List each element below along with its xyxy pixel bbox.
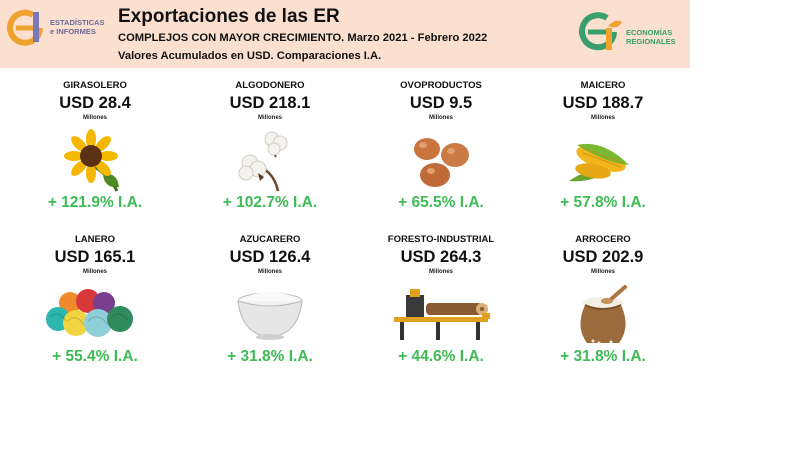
estadisticas-logo: ESTADÍSTICAS e INFORMES	[6, 8, 116, 52]
sawmill-icon	[394, 289, 490, 340]
cotton-icon	[238, 131, 288, 192]
complejo-value: USD 165.1	[54, 248, 136, 266]
economias-regionales-logo-icon	[579, 12, 622, 51]
complejo-value: USD 264.3	[400, 248, 482, 266]
complejo-growth: + 65.5% I.A.	[398, 194, 484, 211]
complejo-name: ALGODONERO	[235, 80, 305, 91]
logo-left-line1: ESTADÍSTICAS	[50, 18, 105, 27]
complejo-card-maicero: MAICERO USD 188.7 Millones + 57.8% I.A.	[528, 80, 678, 213]
sugar-bowl-icon	[237, 292, 303, 340]
complejo-growth: + 55.4% I.A.	[52, 348, 138, 365]
complejo-growth: + 31.8% I.A.	[560, 348, 646, 365]
complejo-name: MAICERO	[580, 80, 626, 91]
complejo-card-ovoproductos: OVOPRODUCTOS USD 9.5 Millones + 65.5% I.…	[366, 80, 516, 213]
complejo-name: OVOPRODUCTOS	[400, 80, 482, 91]
complejo-name: ARROCERO	[575, 234, 631, 245]
rice-sack-icon	[580, 285, 627, 345]
logo-right-line1: ECONOMÍAS	[626, 28, 673, 37]
complejo-unit: Millones	[590, 269, 615, 275]
header-banner: ESTADÍSTICAS e INFORMES Exportaciones de…	[0, 0, 690, 68]
complejo-name: GIRASOLERO	[63, 80, 127, 91]
page-title: Exportaciones de las ER	[118, 6, 340, 27]
complejo-value: USD 9.5	[409, 94, 473, 112]
complejo-name: LANERO	[74, 234, 116, 245]
complejo-unit: Millones	[428, 115, 453, 121]
complejo-card-lanero: LANERO USD 165.1 Millones + 55.4% I.A.	[20, 234, 170, 367]
complejo-card-girasolero: GIRASOLERO USD 28.4 Millones + 121.9% I.…	[20, 80, 170, 213]
complejo-growth: + 44.6% I.A.	[398, 348, 484, 365]
corn-icon	[569, 143, 629, 182]
complejo-card-algodonero: ALGODONERO USD 218.1 Millones + 102.7% I…	[195, 80, 345, 213]
complejo-growth: + 102.7% I.A.	[222, 194, 318, 211]
page-subtitle: COMPLEJOS CON MAYOR CRECIMIENTO. Marzo 2…	[118, 32, 488, 44]
complejo-unit: Millones	[428, 269, 453, 275]
complejo-card-azucarero: AZUCARERO USD 126.4 Millones + 31.8% I.A…	[195, 234, 345, 367]
complejo-value: USD 188.7	[562, 94, 644, 112]
eggs-icon	[414, 138, 469, 187]
complejo-unit: Millones	[257, 115, 282, 121]
estadisticas-logo-icon	[7, 9, 43, 46]
yarn-icon	[46, 289, 133, 337]
complejo-card-arrocero: ARROCERO USD 202.9 Millones + 31.8% I.A.	[528, 234, 678, 367]
logo-left-line2: e INFORMES	[50, 27, 96, 36]
complejo-growth: + 57.8% I.A.	[560, 194, 646, 211]
complejo-growth: + 121.9% I.A.	[47, 194, 143, 211]
complejo-value: USD 126.4	[229, 248, 311, 266]
complejo-growth: + 31.8% I.A.	[227, 348, 313, 365]
complejo-unit: Millones	[257, 269, 282, 275]
complejo-unit: Millones	[82, 115, 107, 121]
logo-right-line2: REGIONALES	[626, 37, 676, 46]
complejo-card-foresto-industrial: FORESTO-INDUSTRIAL USD 264.3 Millones + …	[366, 234, 516, 367]
sunflower-icon	[64, 129, 119, 192]
complejo-name: AZUCARERO	[239, 234, 301, 245]
complejo-value: USD 218.1	[229, 94, 311, 112]
complejo-value: USD 28.4	[59, 94, 131, 112]
economias-regionales-logo: ECONOMÍAS REGIONALES	[578, 8, 688, 58]
page-subtitle-2: Valores Acumulados en USD. Comparaciones…	[118, 50, 382, 62]
complejo-name: FORESTO-INDUSTRIAL	[387, 234, 495, 245]
complejo-value: USD 202.9	[562, 248, 644, 266]
complejo-unit: Millones	[82, 269, 107, 275]
complejo-unit: Millones	[590, 115, 615, 121]
